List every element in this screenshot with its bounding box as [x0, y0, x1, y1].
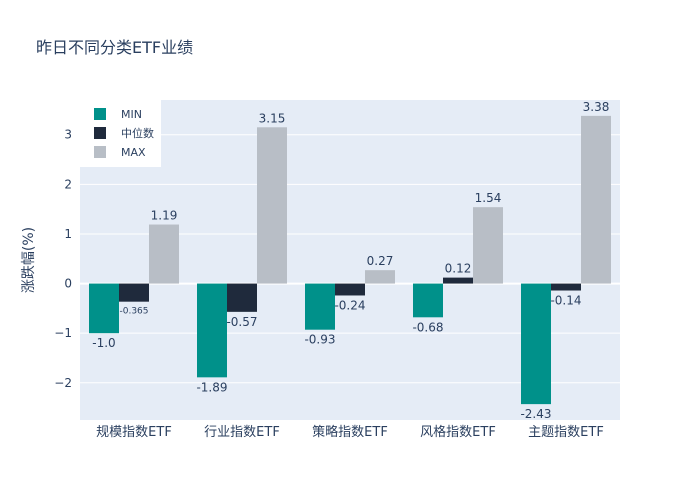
legend-swatch	[94, 108, 106, 120]
data-label: -1.0	[92, 336, 115, 350]
legend-swatch	[94, 146, 106, 158]
bar-min	[305, 283, 335, 330]
y-tick-label: 2	[64, 177, 72, 191]
data-label: 0.27	[367, 254, 394, 268]
bar-min	[89, 283, 119, 334]
bar-中位数	[551, 283, 581, 291]
x-tick-label: 主题指数ETF	[528, 425, 604, 440]
data-label: -0.68	[412, 320, 443, 334]
bar-中位数	[443, 277, 473, 284]
x-tick-label: 策略指数ETF	[312, 424, 388, 440]
chart-title: 昨日不同分类ETF业绩	[36, 38, 194, 57]
data-label: 0.12	[445, 262, 472, 276]
y-tick-label: 0	[64, 277, 72, 291]
data-label: 1.54	[475, 191, 502, 205]
bar-min	[197, 283, 227, 378]
bars	[89, 115, 611, 405]
x-tick-label: 规模指数ETF	[96, 425, 172, 440]
y-tick-label: 1	[64, 227, 72, 241]
y-axis-title: 涨跌幅(%)	[21, 227, 37, 293]
bar-max	[581, 115, 611, 284]
data-label: -2.43	[520, 407, 551, 421]
bar-max	[257, 127, 287, 284]
data-label: -0.93	[304, 333, 335, 347]
bar-min	[413, 283, 443, 318]
legend-box	[80, 100, 161, 167]
y-tick-label: −1	[54, 326, 72, 340]
legend-swatch	[94, 127, 106, 139]
data-labels: -1.0 -0.365 1.19 -1.89 -0.57 3.15 -0.93 -0.24 0.…	[92, 100, 609, 421]
x-tick-label: 行业指数ETF	[204, 425, 280, 440]
data-label: 1.19	[151, 209, 178, 223]
data-label: -0.57	[226, 315, 257, 329]
bar-max	[149, 224, 179, 284]
bar-中位数	[227, 283, 257, 312]
bar-max	[365, 270, 395, 284]
legend-label: 中位数	[121, 126, 154, 140]
bar-min	[521, 283, 551, 405]
data-label: -0.365	[119, 307, 148, 317]
legend-label: MIN	[121, 108, 142, 121]
bar-中位数	[119, 283, 149, 302]
x-tick-label: 风格指数ETF	[420, 424, 496, 440]
legend: MIN 中位数 MAX	[80, 100, 161, 167]
data-label: -0.24	[334, 298, 365, 312]
bar-max	[473, 207, 503, 284]
axes: −2 −1 0 1 2 3 规模指数ETF 行业指数ETF 策略指数ETF 风格指数ETF 主题指数…	[54, 128, 604, 440]
data-label: -1.89	[196, 380, 227, 394]
y-tick-label: −2	[54, 376, 72, 390]
data-label: -0.14	[550, 294, 581, 308]
bar-中位数	[335, 283, 365, 296]
legend-label: MAX	[121, 146, 146, 159]
data-label: 3.15	[259, 111, 286, 125]
y-tick-label: 3	[64, 128, 72, 142]
data-label: 3.38	[583, 100, 610, 114]
